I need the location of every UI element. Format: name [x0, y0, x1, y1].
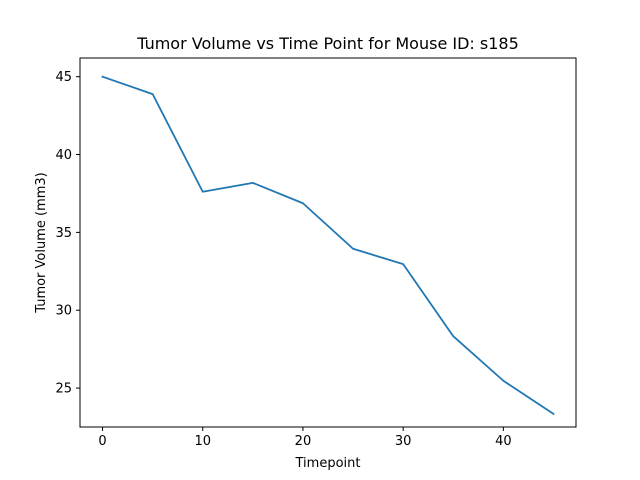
x-tick-label: 20: [295, 434, 312, 449]
y-tick-label: 25: [55, 382, 72, 397]
plot-frame: [79, 57, 577, 428]
chart-title: Tumor Volume vs Time Point for Mouse ID:…: [136, 34, 519, 53]
plot-area: [101, 75, 555, 416]
x-axis: 0 10 20 30 40: [98, 427, 512, 449]
y-tick-label: 45: [55, 70, 72, 85]
y-tick-label: 30: [55, 304, 72, 319]
x-tick-label: 40: [495, 434, 512, 449]
y-tick-label: 40: [55, 148, 72, 163]
x-tick-label: 30: [395, 434, 412, 449]
x-tick-label: 0: [98, 434, 106, 449]
x-tick-label: 10: [194, 434, 211, 449]
y-axis: 25 30 35 40 45: [55, 70, 80, 397]
y-tick-label: 35: [55, 226, 72, 241]
series-line: [101, 75, 555, 416]
y-axis-title: Tumor Volume (mm3): [34, 172, 49, 314]
x-axis-title: Timepoint: [295, 456, 361, 471]
